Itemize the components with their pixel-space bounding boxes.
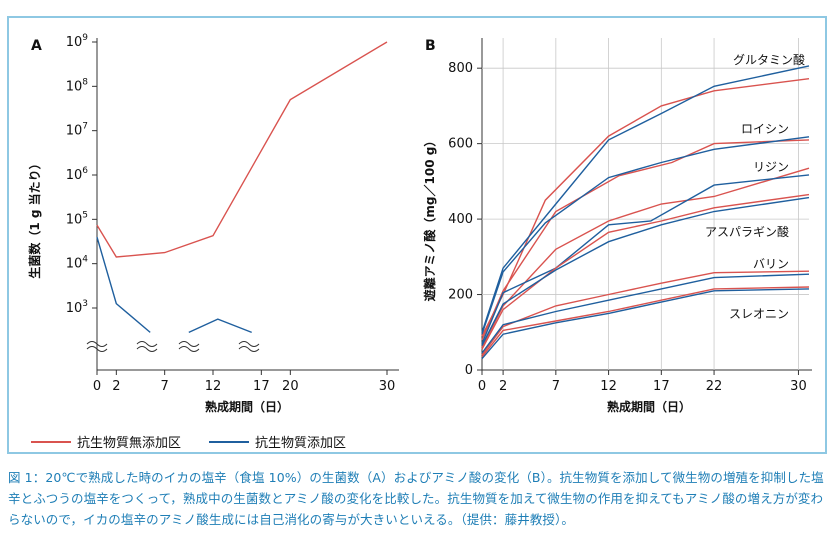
panel-b-x-tick-label: 17 [653, 379, 670, 394]
panel-a-series-0-line [96, 41, 388, 258]
panel-a-y-tick-label: 105 [66, 210, 88, 227]
panel-a-series-1-line [188, 318, 252, 334]
panel-b-annotation-2: リジン [753, 160, 789, 174]
panel-b-series-8-line [481, 270, 810, 356]
panel-b-y-tick-label: 600 [448, 137, 473, 152]
panel-b-x-tick-label: 0 [478, 379, 486, 394]
panel-b-annotation-4: バリン [753, 257, 789, 271]
legend: 抗生物質無添加区 抗生物質添加区 [31, 436, 346, 451]
panel-a-plot-break-mark [238, 341, 260, 352]
panel-a-x-tick-label: 20 [282, 379, 299, 394]
panel-a-x-tick-label: 2 [112, 379, 120, 394]
panel-a-y-tick-label: 104 [66, 255, 89, 272]
panel-b-y-tick-label: 0 [465, 363, 473, 378]
panel-a-y-tick-label: 108 [66, 77, 89, 94]
panel-b-series-2-line [481, 139, 810, 341]
panel-b-label: B [425, 38, 436, 54]
legend-label-no-antibiotic: 抗生物質無添加区 [77, 436, 181, 451]
panel-b-x-tick-label: 22 [706, 379, 723, 394]
panel-b-series-11-line [481, 288, 810, 360]
panel-a-x-tick-label: 17 [253, 379, 270, 394]
figure-caption: 図 1：20℃で熟成した時のイカの塩辛（食塩 10%）の生菌数（A）およびアミノ… [8, 470, 824, 527]
panel-a-y-tick-label: 103 [66, 299, 88, 316]
panel-b-series-1-line [481, 65, 810, 333]
panel-a-plot-break-mark [136, 341, 158, 352]
panel-a-x-tick-label: 30 [379, 379, 396, 394]
panel-a-x-tick-label: 7 [161, 379, 169, 394]
panel-b-x-tick-label: 2 [499, 379, 507, 394]
panel-b-annotation-3: アスパラギン酸 [705, 224, 789, 239]
panel-b-annotation-5: スレオニン [729, 307, 789, 321]
panel-b-series-0-line [481, 78, 810, 337]
panel-b-x-tick-label: 30 [790, 379, 807, 394]
panel-b-series-10-line [481, 286, 810, 358]
panel-b-series-5-line [481, 174, 810, 344]
panel-b-series-4-line [481, 167, 810, 348]
panel-a-y-tick-label: 109 [66, 33, 89, 50]
panel-a-plot-break-mark [178, 341, 200, 352]
panel-b-annotation-0: グルタミン酸 [733, 52, 805, 67]
panel-a-x-tick-label: 0 [93, 379, 101, 394]
panel-b-y-tick-label: 400 [448, 212, 473, 227]
panel-b-y-tick-label: 200 [448, 288, 473, 303]
panel-b-x-title: 熟成期間（日） [607, 399, 691, 414]
legend-label-antibiotic: 抗生物質添加区 [255, 436, 346, 451]
panel-b-annotation-1: ロイシン [741, 122, 789, 136]
panel-b-series-3-line [481, 136, 810, 335]
panel-a-y-title: 生菌数（1 g 当たり） [27, 157, 42, 278]
panel-a-x-tick-label: 12 [205, 379, 222, 394]
panel-a-series-1-line [96, 236, 151, 333]
panel-b-x-tick-label: 12 [600, 379, 617, 394]
panel-a-axis-break [86, 341, 108, 352]
panel-a-x-title: 熟成期間（日） [205, 399, 289, 414]
panel-b-y-title: 遊離アミノ酸（mg／100 g） [422, 135, 437, 302]
panel-a-y-tick-label: 107 [66, 122, 88, 139]
panel-b-series-6-line [481, 193, 810, 350]
figure-frame: A B 103 104 105 106 107 108 109 0 2 7 12 17 20 30 生菌数… [7, 16, 827, 454]
panel-b-series-9-line [481, 273, 810, 354]
panel-b-series-7-line [481, 196, 810, 346]
panel-a-y-tick-label: 106 [66, 166, 89, 183]
panel-a-label: A [31, 38, 42, 54]
panel-b-y-tick-label: 800 [448, 61, 473, 76]
panel-b-x-tick-label: 7 [552, 379, 560, 394]
